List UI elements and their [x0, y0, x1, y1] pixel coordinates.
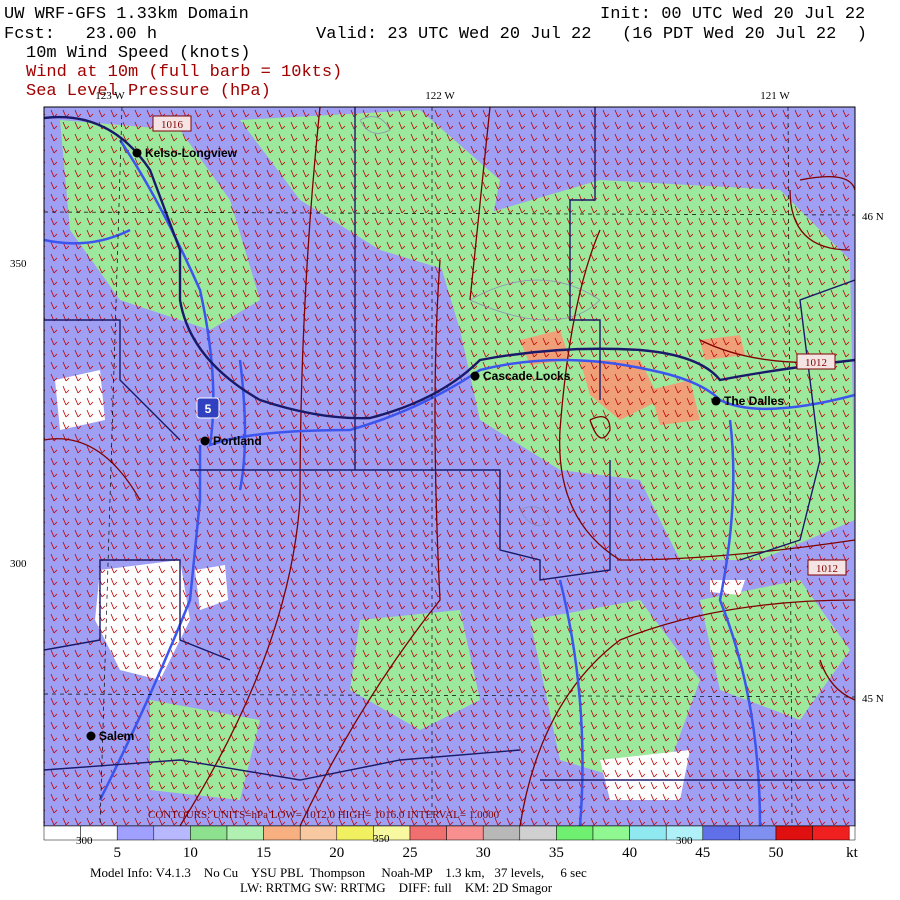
- colorbar-segment: [519, 825, 557, 841]
- contour-info: CONTOURS: UNITS=hPa LOW= 1012.0 HIGH= 10…: [148, 809, 500, 821]
- lat-label: 45 N: [862, 693, 884, 705]
- graticule: [44, 107, 855, 826]
- colorbar-segment: [848, 825, 856, 841]
- isobar-label: 1012: [805, 357, 827, 369]
- grid-x-label: 350: [373, 833, 390, 845]
- colorbar-segment: [263, 825, 301, 841]
- city-label: Salem: [99, 729, 134, 743]
- colorbar-label: 45: [695, 845, 710, 861]
- colorbar-segment: [299, 825, 338, 841]
- colorbar-label: 40: [622, 845, 637, 861]
- colorbar-segment: [775, 825, 813, 841]
- colorbar-segment: [446, 825, 484, 841]
- map-area: 5: [44, 107, 855, 826]
- fcst: Fcst: 23.00 h: [4, 25, 157, 44]
- boundaries: [44, 107, 855, 781]
- lat-label: 46 N: [862, 211, 884, 223]
- lon-label: 122 W: [425, 90, 455, 102]
- colorbar-segment: [556, 825, 594, 841]
- city-label: Cascade Locks: [483, 369, 571, 383]
- colorbar-segment: [409, 825, 447, 841]
- colorbar-segment: [190, 825, 228, 841]
- city-dot: [711, 396, 721, 406]
- city-label: Portland: [213, 434, 262, 448]
- colorbar-segment: [592, 825, 630, 841]
- grid-x-label: 300: [676, 835, 693, 847]
- init: Init: 00 UTC Wed 20 Jul 22: [600, 5, 865, 24]
- isobar-box: [152, 115, 192, 132]
- colorbar-label: 15: [256, 845, 271, 861]
- colorbar-segment: [226, 825, 264, 841]
- city-dot: [200, 436, 210, 446]
- colorbar: 5 10 15 20 25 30 35 40 45 50 kt: [43, 825, 859, 861]
- isobars: [44, 107, 855, 826]
- city-label: Kelso-Longview: [145, 146, 238, 160]
- isobar-label: 1016: [161, 119, 184, 131]
- highway-shield: [196, 397, 220, 419]
- lon-label: 121 W: [760, 90, 790, 102]
- colorbar-segment: [482, 825, 521, 841]
- terrain-contours: [359, 116, 601, 526]
- city-dot: [470, 371, 480, 381]
- footer-line2: LW: RRTMG SW: RRTMG DIFF: full KM: 2D Sm…: [240, 880, 553, 895]
- colorbar-segment: [153, 825, 191, 841]
- city-dot: [86, 731, 96, 741]
- isobar-box: [807, 559, 847, 576]
- colorbar-segment: [702, 825, 740, 841]
- city-label: The Dalles: [724, 394, 784, 408]
- colorbar-label: 25: [403, 845, 418, 861]
- footer-line1: Model Info: V4.1.3 No Cu YSU PBL Thompso…: [90, 865, 587, 880]
- rivers: [44, 139, 855, 826]
- pressure-label: Sea Level Pressure (hPa): [26, 82, 271, 101]
- colorbar-label: 35: [549, 845, 564, 861]
- grid-x-label: 300: [76, 835, 93, 847]
- isobar-label: 1012: [816, 563, 838, 575]
- colorbar-unit: kt: [846, 845, 859, 861]
- valid: Valid: 23 UTC Wed 20 Jul 22 (16 PDT Wed …: [316, 25, 867, 44]
- colorbar-label: 5: [113, 845, 121, 861]
- grid-y-label: 300: [10, 558, 27, 570]
- colorbar-label: 50: [769, 845, 784, 861]
- highway-label: 5: [205, 402, 212, 416]
- colorbar-label: 10: [183, 845, 198, 861]
- title: UW WRF-GFS 1.33km Domain: [4, 5, 249, 24]
- colorbar-segment: [812, 825, 850, 841]
- wind-barbs: [44, 107, 855, 826]
- colorbar-segment: [629, 825, 667, 841]
- lon-label: 123 W: [95, 90, 125, 102]
- colorbar-label: 30: [476, 845, 491, 861]
- colorbar-segment: [336, 825, 374, 841]
- wind-label: Wind at 10m (full barb = 10kts): [26, 63, 342, 82]
- field: 10m Wind Speed (knots): [26, 44, 250, 63]
- city-dot: [132, 148, 142, 158]
- grid-y-label: 350: [10, 258, 27, 270]
- isobar-box: [796, 353, 836, 370]
- colorbar-segment: [739, 825, 777, 841]
- colorbar-label: 20: [329, 845, 344, 861]
- colorbar-segment: [116, 825, 155, 841]
